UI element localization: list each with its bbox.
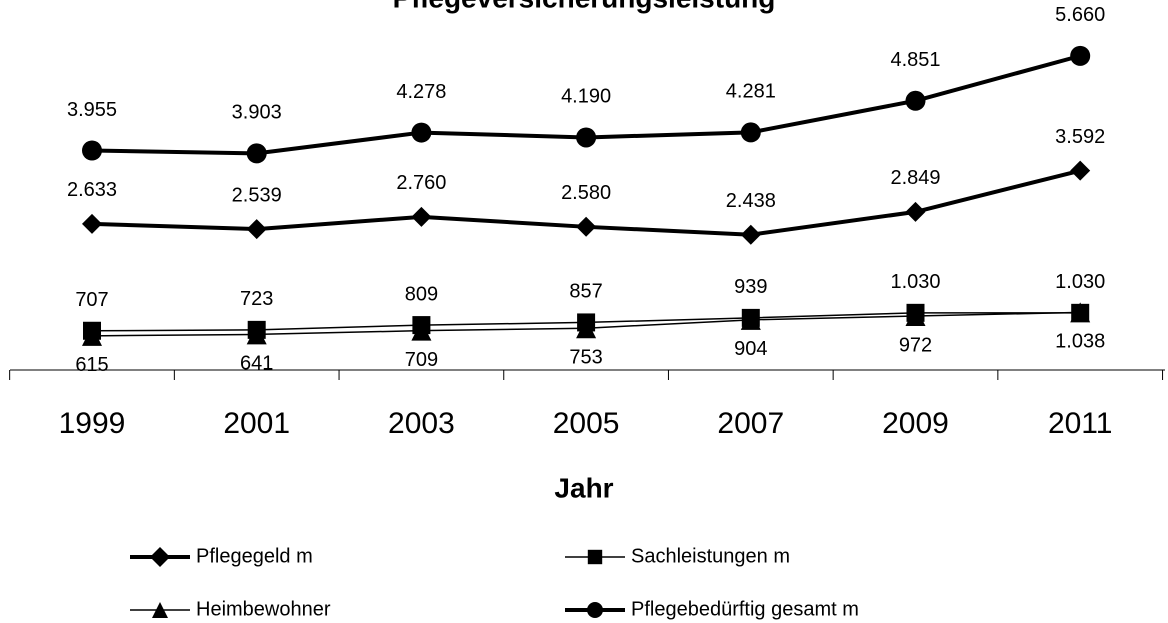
x-axis-label: Jahr [554, 472, 613, 503]
x-tick-label: 2001 [223, 407, 290, 440]
marker [246, 324, 267, 345]
data-label: 972 [899, 334, 932, 356]
data-label: 4.281 [726, 81, 776, 103]
data-label: 707 [75, 289, 108, 311]
marker [905, 306, 926, 327]
data-label: 3.903 [232, 102, 282, 124]
data-label: 2.760 [396, 172, 446, 194]
data-label: 723 [240, 288, 273, 310]
data-label: 3.955 [67, 99, 117, 121]
marker [587, 549, 603, 565]
x-tick-label: 1999 [59, 407, 126, 440]
data-label: 4.278 [396, 81, 446, 103]
legend-label: Heimbewohner [196, 598, 331, 620]
data-label: 904 [734, 338, 767, 360]
data-label: 4.851 [890, 49, 940, 71]
data-label: 809 [405, 283, 438, 305]
marker [905, 201, 926, 222]
data-label: 2.539 [232, 184, 282, 206]
x-tick-label: 2005 [553, 407, 620, 440]
x-tick-label: 2009 [882, 407, 949, 440]
data-label: 615 [75, 354, 108, 376]
data-label: 709 [405, 349, 438, 371]
legend-label: Sachleistungen m [631, 545, 790, 567]
marker [1070, 45, 1091, 66]
marker [152, 602, 168, 618]
data-label: 1.030 [890, 271, 940, 293]
marker [82, 140, 102, 161]
legend-label: Pflegegeld m [196, 545, 313, 567]
data-label: 2.438 [726, 190, 776, 212]
marker [246, 219, 267, 240]
marker [576, 216, 597, 237]
data-label: 641 [240, 353, 273, 375]
marker [740, 309, 761, 330]
x-tick-label: 2003 [388, 407, 455, 440]
marker [1070, 302, 1091, 323]
marker [576, 127, 597, 148]
data-label: 2.580 [561, 182, 611, 204]
marker [411, 122, 432, 143]
x-tick-label: 2007 [717, 407, 784, 440]
data-label: 4.190 [561, 86, 611, 108]
data-label: 857 [569, 281, 602, 303]
marker [82, 213, 102, 234]
marker [905, 90, 926, 111]
marker [246, 143, 267, 164]
marker [740, 224, 761, 245]
x-tick-label: 2011 [1048, 407, 1113, 440]
data-label: 2.849 [890, 167, 940, 189]
marker [740, 122, 761, 143]
marker [1070, 160, 1091, 181]
data-label: 2.633 [67, 179, 117, 201]
legend-label: Pflegebedürftig gesamt m [631, 598, 859, 620]
marker [587, 602, 603, 618]
data-label: 5.660 [1055, 4, 1105, 26]
data-label: 1.030 [1055, 271, 1105, 293]
data-label: 3.592 [1055, 126, 1105, 148]
marker [150, 547, 170, 567]
data-label: 753 [569, 346, 602, 368]
marker [82, 325, 102, 346]
chart-title: Pflegeversicherungsleistung [393, 0, 776, 13]
data-label: 1.038 [1055, 331, 1105, 353]
marker [576, 318, 597, 339]
marker [411, 320, 432, 341]
marker [411, 206, 432, 227]
data-label: 939 [734, 276, 767, 298]
